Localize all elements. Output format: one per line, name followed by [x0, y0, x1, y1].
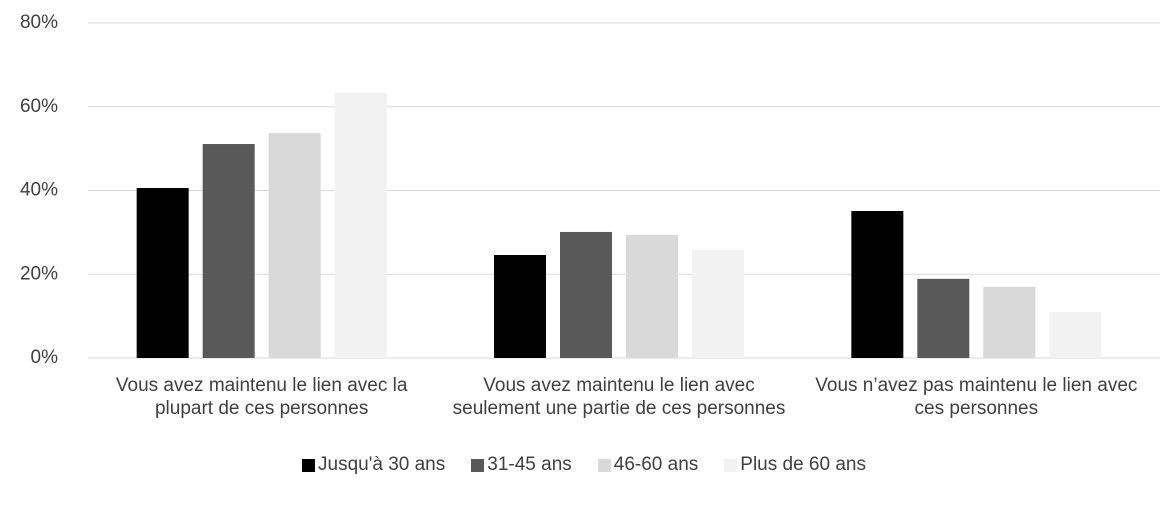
legend-item: 46-60 ans [597, 454, 699, 476]
bar [626, 234, 678, 358]
legend: Jusqu'à 30 ans 31-45 ans 46-60 ans Plus de … [0, 454, 1168, 476]
bar [560, 231, 612, 358]
y-tick-label: 0% [31, 347, 59, 368]
legend-label: 31-45 ans [487, 454, 572, 475]
x-tick-label: Vous avez maintenu le lien avec la plupa… [115, 375, 408, 419]
bar [202, 144, 255, 358]
bar [851, 211, 904, 358]
y-tick-label: 40% [20, 180, 58, 201]
bar [917, 278, 970, 358]
y-tick-label: 60% [20, 96, 58, 117]
x-tick-label: Vous avez maintenu le lien avec seulemen… [452, 375, 786, 419]
legend-item: 31-45 ans [471, 454, 572, 476]
legend-swatch [597, 458, 611, 472]
legend-swatch [302, 458, 316, 472]
legend-label: Jusqu'à 30 ans [318, 454, 446, 475]
bar [1049, 311, 1102, 358]
bar [268, 133, 321, 358]
bar [136, 187, 189, 358]
bar [334, 92, 387, 359]
y-tick-label: 80% [20, 12, 58, 33]
legend-swatch [724, 458, 738, 472]
y-tick-label: 20% [20, 263, 58, 284]
legend-swatch [471, 458, 485, 472]
legend-item: Plus de 60 ans [724, 454, 866, 476]
bar [692, 249, 744, 358]
x-tick-label: Vous n’avez pas maintenu le lien avec ce… [815, 375, 1138, 419]
bar [983, 286, 1036, 358]
legend-label: Plus de 60 ans [740, 454, 866, 475]
legend-label: 46-60 ans [613, 454, 699, 475]
legend-item: Jusqu'à 30 ans [302, 454, 445, 476]
bar [494, 254, 546, 358]
